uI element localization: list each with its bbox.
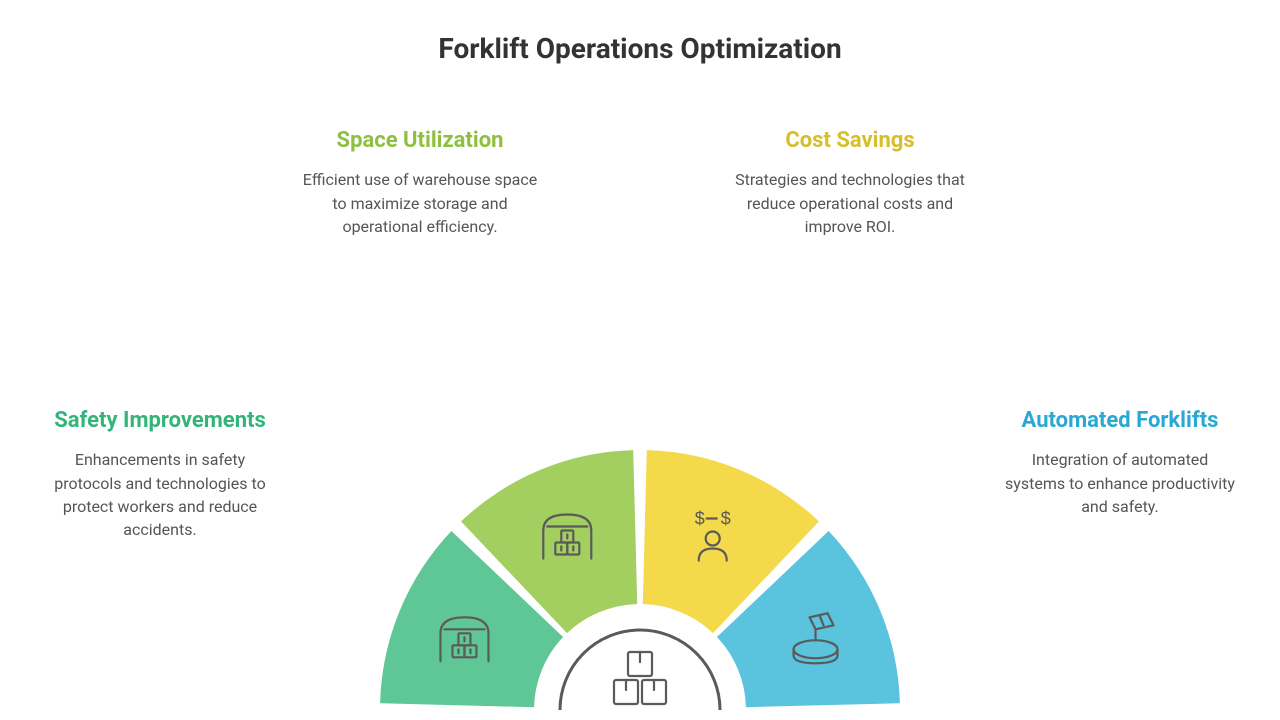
hub-arch bbox=[560, 630, 720, 710]
segment-desc: Enhancements in safety protocols and tec… bbox=[40, 448, 280, 541]
segment-title: Space Utilization bbox=[300, 128, 540, 154]
svg-text:$: $ bbox=[721, 508, 731, 528]
segment-desc: Strategies and technologies that reduce … bbox=[730, 168, 970, 238]
fan-diagram: $ $ bbox=[320, 390, 960, 720]
segment-label-space: Space Utilization Efficient use of wareh… bbox=[300, 128, 540, 238]
svg-text:$: $ bbox=[695, 508, 705, 528]
segment-title: Safety Improvements bbox=[40, 408, 280, 434]
segment-label-cost: Cost Savings Strategies and technologies… bbox=[730, 128, 970, 238]
segment-desc: Efficient use of warehouse space to maxi… bbox=[300, 168, 540, 238]
boxes-icon bbox=[614, 652, 666, 704]
page-title: Forklift Operations Optimization bbox=[0, 32, 1280, 65]
segment-title: Automated Forklifts bbox=[1000, 408, 1240, 434]
segment-label-safety: Safety Improvements Enhancements in safe… bbox=[40, 408, 280, 541]
segment-title: Cost Savings bbox=[730, 128, 970, 154]
segment-label-automated: Automated Forklifts Integration of autom… bbox=[1000, 408, 1240, 518]
segment-desc: Integration of automated systems to enha… bbox=[1000, 448, 1240, 518]
